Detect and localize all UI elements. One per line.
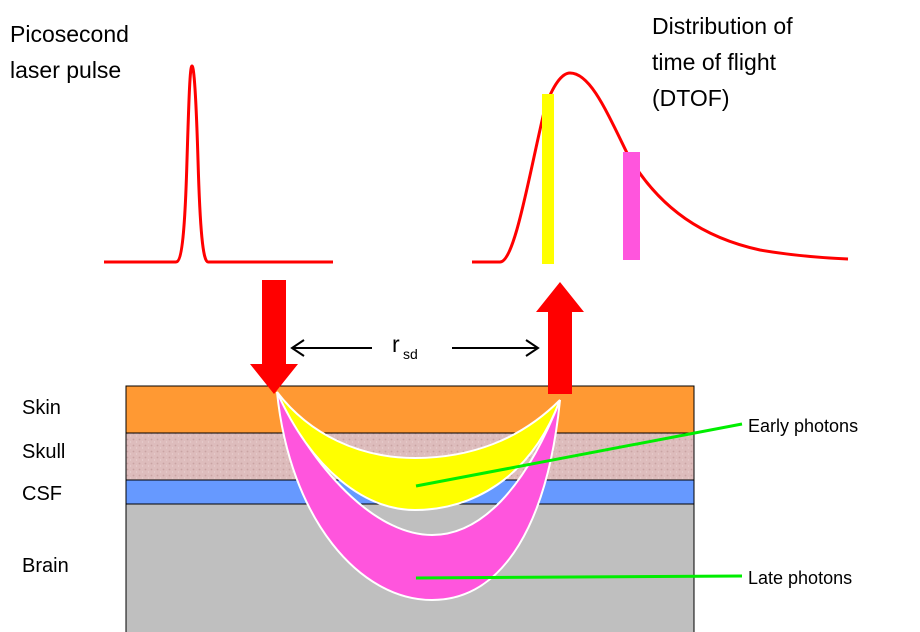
dtof-label-line1: Distribution of (652, 13, 793, 39)
early-photons-pointer (415, 422, 743, 488)
late-photons-region (276, 391, 561, 602)
late-photons-pointer (415, 574, 743, 580)
brain-label: Brain (22, 555, 69, 577)
early-time-gate (542, 94, 554, 264)
skull-label: Skull (22, 441, 65, 463)
dtof-curve (472, 71, 849, 264)
dtof-label-line3: (DTOF) (652, 85, 730, 111)
separation-arrows (290, 339, 540, 357)
laser-pulse-curve (104, 64, 333, 264)
late-photons-label: Late photons (748, 568, 852, 588)
source-arrow (250, 280, 298, 394)
separation-symbol: r (392, 331, 400, 357)
skin-layer (125, 385, 695, 434)
dtof-label-line2: time of flight (652, 49, 777, 75)
separation-subscript: sd (403, 346, 418, 362)
skin-label: Skin (22, 397, 61, 419)
early-photons-region (276, 391, 561, 512)
csf-label: CSF (22, 483, 62, 505)
detector-arrow (536, 282, 584, 394)
pulse-label-line1: Picosecond (10, 21, 129, 47)
pulse-label-line2: laser pulse (10, 57, 121, 83)
late-time-gate (623, 152, 640, 260)
early-photons-label: Early photons (748, 416, 858, 436)
